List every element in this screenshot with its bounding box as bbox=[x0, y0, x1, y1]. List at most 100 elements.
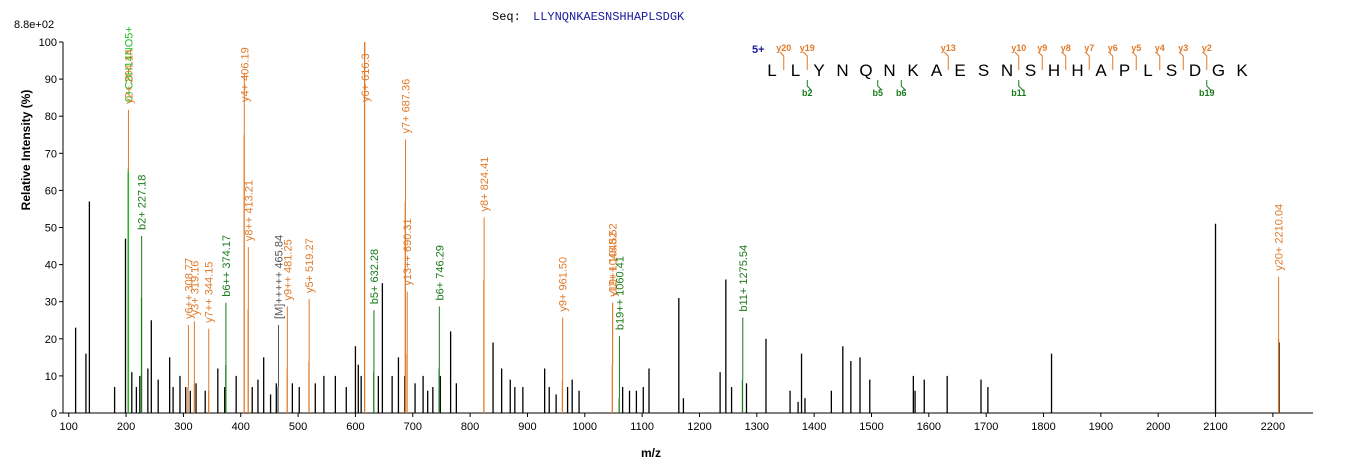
sequence-residue: A bbox=[1095, 61, 1107, 80]
y-ion-mark bbox=[1202, 51, 1208, 70]
sequence-residue: P bbox=[1119, 61, 1130, 80]
sequence-residue: H bbox=[1048, 61, 1060, 80]
sequence-residue: L bbox=[1143, 61, 1152, 80]
y-ion-label: y7 bbox=[1084, 43, 1094, 53]
y-ion-label: y20 bbox=[776, 43, 791, 53]
y-ion-label: y4 bbox=[1155, 43, 1165, 53]
peak-label: y4+ 406.19 bbox=[239, 47, 251, 102]
peak-label: y3+ 319.16 bbox=[189, 261, 201, 316]
peak-label: b6++ 374.17 bbox=[221, 235, 233, 297]
y-ion-mark bbox=[802, 51, 808, 70]
y-ion-mark bbox=[1178, 51, 1184, 70]
y-ion-mark bbox=[1084, 51, 1090, 70]
x-tick-label: 600 bbox=[346, 421, 364, 433]
x-tick-label: 1100 bbox=[630, 421, 654, 433]
b-ion-mark bbox=[877, 80, 883, 91]
x-tick-label: 2100 bbox=[1203, 421, 1227, 433]
y-tick-label: 90 bbox=[45, 74, 57, 86]
y-ion-mark bbox=[1061, 51, 1067, 70]
y-ion-mark bbox=[1037, 51, 1043, 70]
peak-label: y7+ 687.36 bbox=[401, 79, 413, 134]
y-tick-label: 10 bbox=[45, 371, 57, 383]
sequence-residue: G bbox=[1212, 61, 1225, 80]
sequence-residue: A bbox=[931, 61, 943, 80]
y-tick-label: 20 bbox=[45, 334, 57, 346]
sequence-residue: L bbox=[791, 61, 800, 80]
y-ion-label: y5 bbox=[1131, 43, 1141, 53]
x-tick-label: 2000 bbox=[1146, 421, 1170, 433]
y-tick-label: 80 bbox=[45, 111, 57, 123]
x-tick-label: 700 bbox=[404, 421, 422, 433]
b-ion-label: b19 bbox=[1199, 88, 1215, 98]
x-tick-label: 2200 bbox=[1261, 421, 1285, 433]
sequence-residue: K bbox=[1236, 61, 1248, 80]
x-tick-label: 500 bbox=[289, 421, 307, 433]
intensity-scale-label: 8.8e+02 bbox=[14, 19, 54, 31]
sequence-residue: Y bbox=[813, 61, 824, 80]
b-ion-label: b5 bbox=[872, 88, 883, 98]
x-tick-label: 1000 bbox=[573, 421, 597, 433]
y-ion-label: y9 bbox=[1037, 43, 1047, 53]
peak-layer bbox=[74, 42, 1280, 413]
y-tick-label: 70 bbox=[45, 148, 57, 160]
sequence-residue: N bbox=[1001, 61, 1013, 80]
charge-state: 5+ bbox=[752, 44, 765, 56]
peak-label: y8+ 824.41 bbox=[479, 157, 491, 212]
y-axis-title: Relative Intensity (%) bbox=[19, 90, 33, 211]
sequence-residue: S bbox=[1025, 61, 1036, 80]
sequence-residue: H bbox=[1071, 61, 1083, 80]
peak-label-layer: 0+C8H14NO5+y2+ 204.14 b2+ 227.18 y6++ 308.… bbox=[123, 26, 1286, 399]
b-ion-label: b11 bbox=[1011, 88, 1026, 98]
x-tick-label: 300 bbox=[174, 421, 192, 433]
peak-label: y9+ 961.50 bbox=[558, 257, 570, 312]
x-tick-label: 1600 bbox=[917, 421, 941, 433]
x-tick-label: 400 bbox=[232, 421, 250, 433]
x-tick-label: 1400 bbox=[802, 421, 826, 433]
sequence-residue: N bbox=[883, 61, 895, 80]
sequence-residue: L bbox=[767, 61, 776, 80]
y-tick-label: 100 bbox=[39, 37, 57, 49]
b-ion-label: b2 bbox=[802, 88, 813, 98]
b-ion-mark bbox=[1018, 80, 1024, 91]
y-ion-label: y19 bbox=[800, 43, 815, 53]
y-ion-mark bbox=[779, 51, 785, 70]
peak-label: b2+ 227.18 bbox=[137, 175, 149, 230]
y-tick-label: 50 bbox=[45, 223, 57, 235]
x-tick-label: 800 bbox=[461, 421, 479, 433]
y-tick-label: 0 bbox=[51, 408, 57, 420]
y-ion-mark bbox=[1014, 51, 1020, 70]
sequence-label: Seq: bbox=[492, 10, 521, 24]
x-tick-label: 1900 bbox=[1089, 421, 1113, 433]
x-tick-label: 1700 bbox=[974, 421, 998, 433]
x-tick-label: 200 bbox=[117, 421, 135, 433]
peak-label: y9++ 481.25 bbox=[282, 239, 294, 300]
y-ion-mark bbox=[943, 51, 949, 70]
peak-label: y13++ 690.31 bbox=[402, 218, 414, 285]
sequence-residue: N bbox=[836, 61, 848, 80]
peak-label: b6+ 746.29 bbox=[434, 245, 446, 300]
y-ion-mark bbox=[1155, 51, 1161, 70]
y-ion-label: y6 bbox=[1108, 43, 1118, 53]
x-axis-title: m/z bbox=[641, 446, 661, 460]
y-ion-mark bbox=[1131, 51, 1137, 70]
peak-label: y20+ 2210.04 bbox=[1274, 204, 1286, 271]
axes: 0 10 20 30 40 50 60 70 80 90 100 100 200 300 400 500 600… bbox=[39, 37, 1313, 433]
x-tick-label: 1500 bbox=[859, 421, 883, 433]
sequence-residue: D bbox=[1189, 61, 1201, 80]
peak-label: y7++ 344.15 bbox=[204, 262, 216, 323]
y-ion-label: y10 bbox=[1011, 43, 1026, 53]
peak-label: y8++ 413.21 bbox=[243, 180, 255, 241]
peak-label: y6++ 308.77 bbox=[183, 258, 195, 319]
peak-label: b11+ 1275.54 bbox=[738, 245, 750, 312]
peak-label: -12+ 1048.52 bbox=[608, 232, 620, 297]
x-tick-label: 1200 bbox=[687, 421, 711, 433]
y-ion-mark bbox=[1108, 51, 1114, 70]
sequence-residue: Q bbox=[859, 61, 872, 80]
peak-label: y2+ 204.14 bbox=[123, 49, 135, 104]
y-tick-label: 40 bbox=[45, 260, 57, 272]
b-ion-mark bbox=[900, 80, 906, 91]
peak-label: b19++ 1060.41 bbox=[614, 256, 626, 330]
b-ion-mark bbox=[806, 80, 812, 91]
x-tick-label: 1800 bbox=[1031, 421, 1055, 433]
